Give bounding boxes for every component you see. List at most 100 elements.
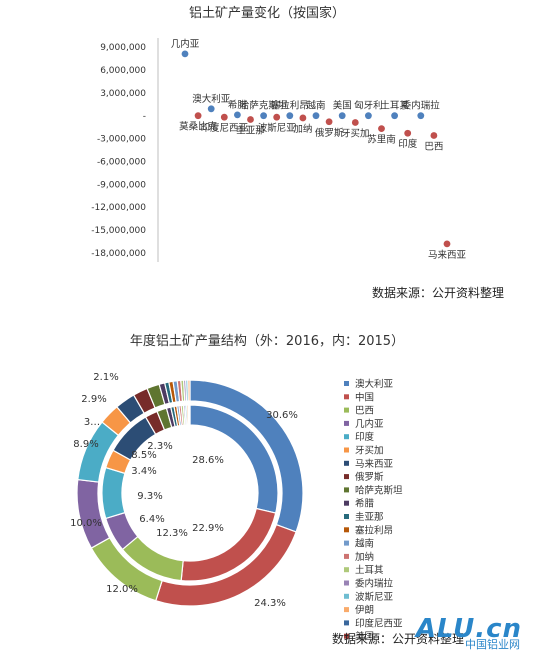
legend-item: 伊朗: [355, 604, 374, 616]
legend-swatch: [344, 447, 349, 453]
legend-item: 澳大利亚: [355, 378, 394, 390]
y-tick-label: -18,000,000: [91, 249, 146, 259]
point-label: 加纳: [293, 123, 312, 135]
legend-swatch: [344, 553, 349, 559]
legend-item: 俄罗斯: [355, 471, 384, 483]
point-label: 希腊: [228, 99, 248, 111]
data-point: [443, 240, 451, 248]
data-point: [299, 114, 307, 122]
data-point: [417, 112, 425, 120]
legend-swatch: [344, 420, 349, 426]
legend-swatch: [344, 593, 349, 599]
inner-percent-label: 6.4%: [139, 514, 164, 525]
legend-item: 圭亚那: [355, 511, 384, 523]
y-tick-label: 6,000,000: [100, 66, 146, 76]
outer-percent-label: 10.0%: [70, 518, 102, 529]
data-point: [365, 112, 372, 120]
point-label: 印度尼西亚: [201, 122, 249, 134]
inner-percent-label: 12.3%: [156, 528, 188, 539]
legend-swatch: [344, 580, 349, 586]
legend-item: 塞拉利昂: [355, 524, 393, 536]
data-point: [286, 112, 294, 120]
legend-item: 土耳其: [355, 564, 384, 576]
data-point: [378, 125, 385, 133]
scatter-source-note: 数据来源：公开资料整理: [372, 286, 505, 300]
donut-source-note: 数据来源：公开资料整理: [332, 632, 465, 646]
y-tick-label: -3,000,000: [97, 135, 146, 145]
outer-percent-label: 24.3%: [254, 598, 286, 609]
legend-swatch: [344, 567, 349, 573]
inner-percent-label: 2.3%: [147, 441, 172, 452]
y-tick-label: -9,000,000: [97, 180, 146, 190]
data-point: [207, 105, 215, 113]
data-point: [234, 111, 241, 119]
legend-swatch: [344, 407, 349, 413]
watermark-subtext: 中国铝业网: [465, 638, 520, 651]
y-tick-label: -12,000,000: [91, 203, 146, 213]
y-tick-label: -15,000,000: [91, 226, 146, 236]
legend-swatch: [344, 607, 349, 613]
point-label: 几内亚: [171, 38, 200, 50]
legend-swatch: [344, 620, 349, 626]
y-tick-label: 9,000,000: [100, 43, 146, 53]
point-label: 澳大利亚: [192, 93, 231, 105]
data-point: [325, 118, 333, 126]
outer-percent-label: 2.1%: [93, 372, 118, 383]
legend-swatch: [344, 514, 349, 519]
legend-item: 希腊: [355, 498, 375, 510]
inner-percent-label: 22.9%: [192, 523, 224, 534]
legend-swatch: [344, 434, 349, 440]
point-label: 印度: [398, 138, 418, 150]
data-point: [430, 132, 438, 139]
legend-item: 几内亚: [355, 418, 384, 430]
legend-swatch: [344, 540, 349, 546]
point-label: 美国: [333, 100, 352, 112]
legend-item: 委内瑞拉: [355, 578, 394, 590]
legend-swatch: [344, 474, 349, 480]
legend-swatch: [344, 487, 349, 493]
legend-item: 越南: [355, 538, 374, 550]
inner-percent-label: 3.4%: [131, 466, 156, 477]
outer-percent-label: 30.6%: [266, 410, 298, 421]
point-label: 波斯尼亚: [258, 122, 297, 134]
legend-item: 印度: [355, 431, 375, 443]
legend-item: 美国: [355, 631, 374, 643]
legend-swatch: [344, 527, 349, 533]
outer-percent-label: 2.9%: [81, 394, 106, 405]
data-point: [404, 129, 412, 137]
legend-item: 哈萨克斯坦: [355, 484, 403, 496]
point-label: 委内瑞拉: [402, 100, 441, 112]
point-label: 马来西亚: [428, 250, 467, 261]
legend-swatch: [344, 381, 349, 386]
point-label: 俄罗斯: [315, 127, 344, 139]
point-label: 土耳其: [380, 100, 409, 112]
point-label: 巴西: [424, 142, 443, 153]
data-point: [391, 112, 398, 120]
legend-item: 波斯尼亚: [355, 591, 394, 603]
legend-item: 马来西亚: [355, 459, 394, 470]
legend-item: 牙买加: [355, 446, 384, 457]
data-point: [273, 113, 281, 121]
watermark-logo: ALU.cn: [415, 614, 522, 644]
scatter-chart-title: 铝土矿产量变化（按国家）: [188, 6, 345, 21]
y-tick-label: -6,000,000: [97, 157, 146, 167]
point-label: 苏里南: [367, 134, 396, 146]
point-label: 塞拉利昂: [271, 100, 309, 112]
donut-chart-title: 年度铝土矿产量结构（外：2016，内：2015）: [129, 334, 405, 349]
legend-item: 中国: [355, 391, 374, 403]
legend-item: 加纳: [355, 551, 374, 563]
data-point: [312, 112, 320, 120]
legend-item: 印度尼西亚: [355, 617, 403, 629]
legend-swatch: [344, 460, 349, 466]
outer-percent-label: 8.9%: [73, 439, 98, 450]
legend-swatch: [344, 633, 349, 639]
legend-swatch: [344, 500, 349, 506]
data-point: [338, 112, 346, 120]
donut-chart: 30.6% 24.3% 12.0% 10.0% 8.9% 3… 2.9% 2.1% 28.6% 2…: [70, 372, 403, 643]
point-label: 牙买加: [341, 129, 370, 140]
point-label: 圭亚那: [236, 124, 265, 136]
donut-slice: [187, 379, 191, 402]
scatter-chart: 9,000,000 6,000,000 3,000,000 - -3,000,000 -6…: [91, 38, 467, 262]
point-label: 匈牙利: [354, 100, 383, 112]
legend-item: 巴西: [355, 406, 374, 417]
